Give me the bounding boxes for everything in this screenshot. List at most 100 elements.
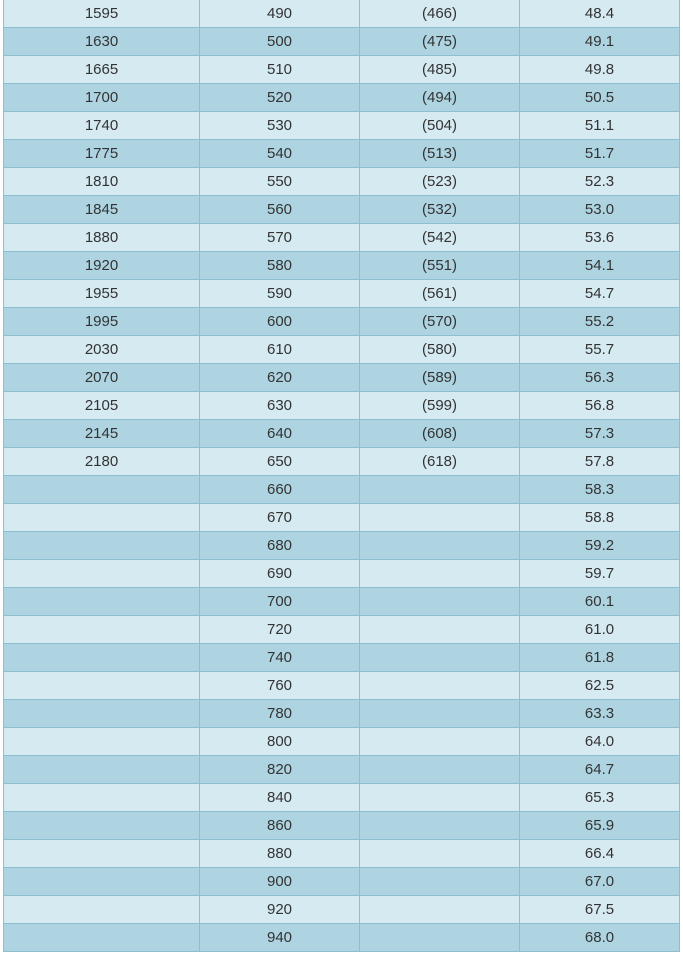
table-cell-col-1: 2030 <box>3 335 200 364</box>
table-cell-col-2: 740 <box>199 643 360 672</box>
table-cell-col-2: 760 <box>199 671 360 700</box>
table-cell-col-2: 660 <box>199 475 360 504</box>
table-row: 1700 520 (494) 50.5 <box>3 83 680 112</box>
table-cell-col-3 <box>359 615 520 644</box>
table-cell-col-4: 56.3 <box>519 363 680 392</box>
table-cell-col-3: (618) <box>359 447 520 476</box>
table-row: 670 58.8 <box>3 503 680 532</box>
table-cell-col-4: 65.3 <box>519 783 680 812</box>
table-cell-col-3: (608) <box>359 419 520 448</box>
table-cell-col-2: 880 <box>199 839 360 868</box>
table-cell-col-4: 58.8 <box>519 503 680 532</box>
table-row: 1880 570 (542) 53.6 <box>3 223 680 252</box>
table-cell-col-2: 860 <box>199 811 360 840</box>
table-row: 1595 490 (466) 48.4 <box>3 0 680 28</box>
table-row: 680 59.2 <box>3 531 680 560</box>
table-cell-col-4: 61.0 <box>519 615 680 644</box>
table-cell-col-1: 2180 <box>3 447 200 476</box>
table-cell-col-4: 64.0 <box>519 727 680 756</box>
table-cell-col-3 <box>359 839 520 868</box>
table-cell-col-2: 610 <box>199 335 360 364</box>
table-cell-col-1 <box>3 727 200 756</box>
table-cell-col-4: 57.8 <box>519 447 680 476</box>
table-cell-col-4: 53.0 <box>519 195 680 224</box>
table-cell-col-2: 520 <box>199 83 360 112</box>
table-row: 820 64.7 <box>3 755 680 784</box>
table-row: 2180 650 (618) 57.8 <box>3 447 680 476</box>
table-cell-col-2: 630 <box>199 391 360 420</box>
table-cell-col-2: 590 <box>199 279 360 308</box>
table-cell-col-1: 1920 <box>3 251 200 280</box>
table-cell-col-1: 1630 <box>3 27 200 56</box>
table-cell-col-4: 58.3 <box>519 475 680 504</box>
table-row: 2105 630 (599) 56.8 <box>3 391 680 420</box>
table-cell-col-4: 56.8 <box>519 391 680 420</box>
table-row: 1810 550 (523) 52.3 <box>3 167 680 196</box>
table-cell-col-1: 2105 <box>3 391 200 420</box>
table-cell-col-2: 510 <box>199 55 360 84</box>
table-cell-col-1 <box>3 811 200 840</box>
table-row: 720 61.0 <box>3 615 680 644</box>
table-row: 700 60.1 <box>3 587 680 616</box>
table-row: 940 68.0 <box>3 923 680 952</box>
table-cell-col-3: (513) <box>359 139 520 168</box>
table-row: 780 63.3 <box>3 699 680 728</box>
table-cell-col-2: 840 <box>199 783 360 812</box>
table-cell-col-4: 68.0 <box>519 923 680 952</box>
table-cell-col-4: 49.8 <box>519 55 680 84</box>
table-cell-col-3: (466) <box>359 0 520 28</box>
table-row: 1775 540 (513) 51.7 <box>3 139 680 168</box>
table-cell-col-1 <box>3 531 200 560</box>
table-row: 1740 530 (504) 51.1 <box>3 111 680 140</box>
table-cell-col-2: 570 <box>199 223 360 252</box>
table-cell-col-2: 540 <box>199 139 360 168</box>
table-cell-col-1: 2145 <box>3 419 200 448</box>
table-cell-col-1 <box>3 615 200 644</box>
table-cell-col-1 <box>3 587 200 616</box>
table-cell-col-1: 1845 <box>3 195 200 224</box>
table-cell-col-3 <box>359 503 520 532</box>
table-row: 1920 580 (551) 54.1 <box>3 251 680 280</box>
table-cell-col-1 <box>3 923 200 952</box>
table-cell-col-3 <box>359 727 520 756</box>
table-cell-col-4: 55.7 <box>519 335 680 364</box>
table-cell-col-2: 720 <box>199 615 360 644</box>
table-cell-col-2: 580 <box>199 251 360 280</box>
table-cell-col-4: 50.5 <box>519 83 680 112</box>
table-row: 2070 620 (589) 56.3 <box>3 363 680 392</box>
table-cell-col-1: 1955 <box>3 279 200 308</box>
table-cell-col-3: (551) <box>359 251 520 280</box>
table-cell-col-4: 54.7 <box>519 279 680 308</box>
table-cell-col-4: 54.1 <box>519 251 680 280</box>
table-row: 900 67.0 <box>3 867 680 896</box>
table-cell-col-1: 2070 <box>3 363 200 392</box>
table-cell-col-1 <box>3 503 200 532</box>
table-cell-col-4: 67.5 <box>519 895 680 924</box>
table-cell-col-4: 49.1 <box>519 27 680 56</box>
table-cell-col-4: 51.7 <box>519 139 680 168</box>
table-cell-col-4: 66.4 <box>519 839 680 868</box>
table-cell-col-4: 57.3 <box>519 419 680 448</box>
table-row: 1845 560 (532) 53.0 <box>3 195 680 224</box>
table-cell-col-2: 550 <box>199 167 360 196</box>
table-cell-col-1: 1700 <box>3 83 200 112</box>
table-cell-col-1 <box>3 643 200 672</box>
table-cell-col-4: 51.1 <box>519 111 680 140</box>
table-cell-col-4: 55.2 <box>519 307 680 336</box>
table-cell-col-3 <box>359 811 520 840</box>
table-cell-col-3: (523) <box>359 167 520 196</box>
table-cell-col-4: 61.8 <box>519 643 680 672</box>
table-row: 800 64.0 <box>3 727 680 756</box>
table-cell-col-3: (542) <box>359 223 520 252</box>
table-cell-col-2: 900 <box>199 867 360 896</box>
table-cell-col-3: (485) <box>359 55 520 84</box>
table-row: 1995 600 (570) 55.2 <box>3 307 680 336</box>
table-cell-col-3 <box>359 783 520 812</box>
table-cell-col-1: 1595 <box>3 0 200 28</box>
table-cell-col-1: 1775 <box>3 139 200 168</box>
table-cell-col-3 <box>359 587 520 616</box>
table-cell-col-2: 600 <box>199 307 360 336</box>
table-row: 1955 590 (561) 54.7 <box>3 279 680 308</box>
table-row: 860 65.9 <box>3 811 680 840</box>
table-row: 660 58.3 <box>3 475 680 504</box>
